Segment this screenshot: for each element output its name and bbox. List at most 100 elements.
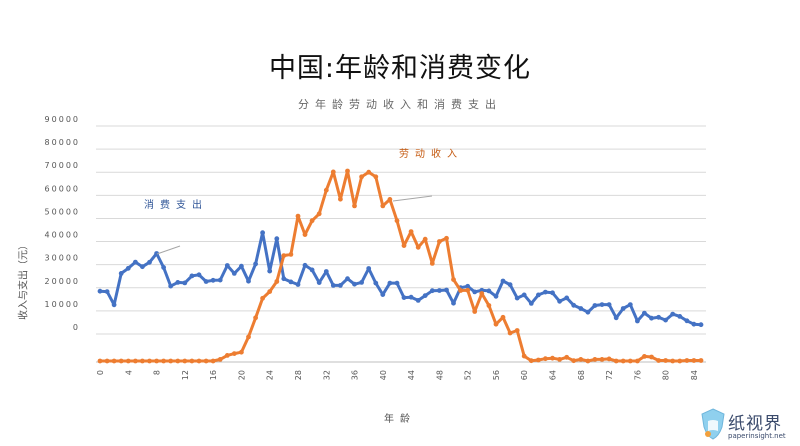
data-point xyxy=(606,356,612,362)
data-point xyxy=(451,300,456,306)
data-point xyxy=(359,280,364,285)
data-point xyxy=(635,358,640,364)
data-point xyxy=(338,196,343,202)
data-point xyxy=(493,321,499,327)
data-point xyxy=(295,282,301,287)
data-point xyxy=(408,294,414,300)
logo-name: 纸视界 xyxy=(728,414,782,434)
data-point xyxy=(309,218,315,224)
data-point xyxy=(373,280,379,286)
data-point xyxy=(429,288,435,294)
grid-lines xyxy=(96,125,706,363)
data-point xyxy=(656,358,661,363)
series-group xyxy=(97,168,704,364)
data-point xyxy=(189,358,195,364)
y-tick-label: 70000 xyxy=(45,161,80,170)
data-point xyxy=(161,265,167,270)
data-point xyxy=(203,358,209,364)
x-tick-label: 40 xyxy=(379,370,388,380)
data-point xyxy=(451,277,456,282)
data-point xyxy=(133,259,138,265)
data-point xyxy=(345,168,350,174)
x-tick-label: 48 xyxy=(435,370,444,380)
x-tick-label: 8 xyxy=(153,370,162,375)
data-point xyxy=(330,169,336,175)
x-axis-ticks: 0 4 8 12 16 20 24 28 32 36 40 44 48 52 56 60 64 68 72 76 80 8… xyxy=(96,370,699,380)
data-point xyxy=(224,263,230,268)
data-point xyxy=(359,174,364,180)
data-point xyxy=(536,292,541,298)
data-point xyxy=(521,292,527,298)
data-point xyxy=(691,358,697,363)
data-point xyxy=(246,334,251,340)
data-point xyxy=(260,230,265,236)
data-point xyxy=(125,358,131,364)
data-point xyxy=(557,298,562,304)
data-point xyxy=(288,279,294,285)
data-point xyxy=(550,290,555,296)
data-point xyxy=(500,278,506,284)
data-point xyxy=(323,269,329,274)
data-point xyxy=(168,283,174,289)
data-point xyxy=(585,309,591,315)
data-point xyxy=(684,318,690,324)
data-point xyxy=(125,265,131,271)
data-point xyxy=(366,266,372,271)
x-tick-label: 16 xyxy=(209,370,218,380)
data-point xyxy=(295,213,301,219)
data-point xyxy=(656,314,661,320)
data-point xyxy=(260,295,265,301)
data-point xyxy=(613,315,619,321)
y-tick-label: 50000 xyxy=(45,207,80,216)
data-point xyxy=(175,358,181,364)
data-point xyxy=(415,244,421,250)
data-point xyxy=(620,306,626,311)
data-point xyxy=(528,301,534,306)
data-point xyxy=(422,236,428,242)
data-point xyxy=(514,328,520,333)
data-point xyxy=(104,289,110,294)
data-point xyxy=(196,272,202,278)
y-tick-label: 20000 xyxy=(45,277,80,286)
data-point xyxy=(578,306,584,311)
data-point xyxy=(189,273,195,279)
data-point xyxy=(161,358,167,364)
data-point xyxy=(97,288,103,294)
data-point xyxy=(642,310,647,316)
y-axis-ticks: 90000 80000 70000 60000 50000 40000 30000 20000… xyxy=(45,115,80,332)
data-point xyxy=(239,349,244,355)
data-point xyxy=(592,357,598,362)
data-point xyxy=(564,354,570,360)
data-point xyxy=(670,358,676,364)
data-point xyxy=(246,278,251,284)
data-point xyxy=(154,358,160,364)
data-point xyxy=(606,302,612,307)
data-point xyxy=(663,358,668,363)
data-point xyxy=(210,358,216,364)
data-point xyxy=(670,311,676,317)
data-point xyxy=(557,357,562,362)
y-tick-label: 40000 xyxy=(45,231,80,240)
data-point xyxy=(543,356,548,362)
data-point xyxy=(366,169,372,175)
data-point xyxy=(217,357,223,362)
data-point xyxy=(140,358,145,364)
data-point xyxy=(677,314,683,319)
x-axis-title: 年龄 xyxy=(384,414,416,425)
data-point xyxy=(118,358,124,364)
data-point xyxy=(104,358,110,364)
data-point xyxy=(585,358,591,364)
data-point xyxy=(649,354,654,360)
data-point xyxy=(352,203,357,209)
y-tick-label: 30000 xyxy=(45,254,80,263)
data-point xyxy=(429,261,435,266)
data-point xyxy=(543,289,548,295)
data-point xyxy=(521,353,527,359)
data-point xyxy=(472,309,478,314)
data-point xyxy=(649,315,654,321)
data-point xyxy=(267,268,273,274)
data-point xyxy=(564,295,570,301)
data-point xyxy=(352,281,357,287)
